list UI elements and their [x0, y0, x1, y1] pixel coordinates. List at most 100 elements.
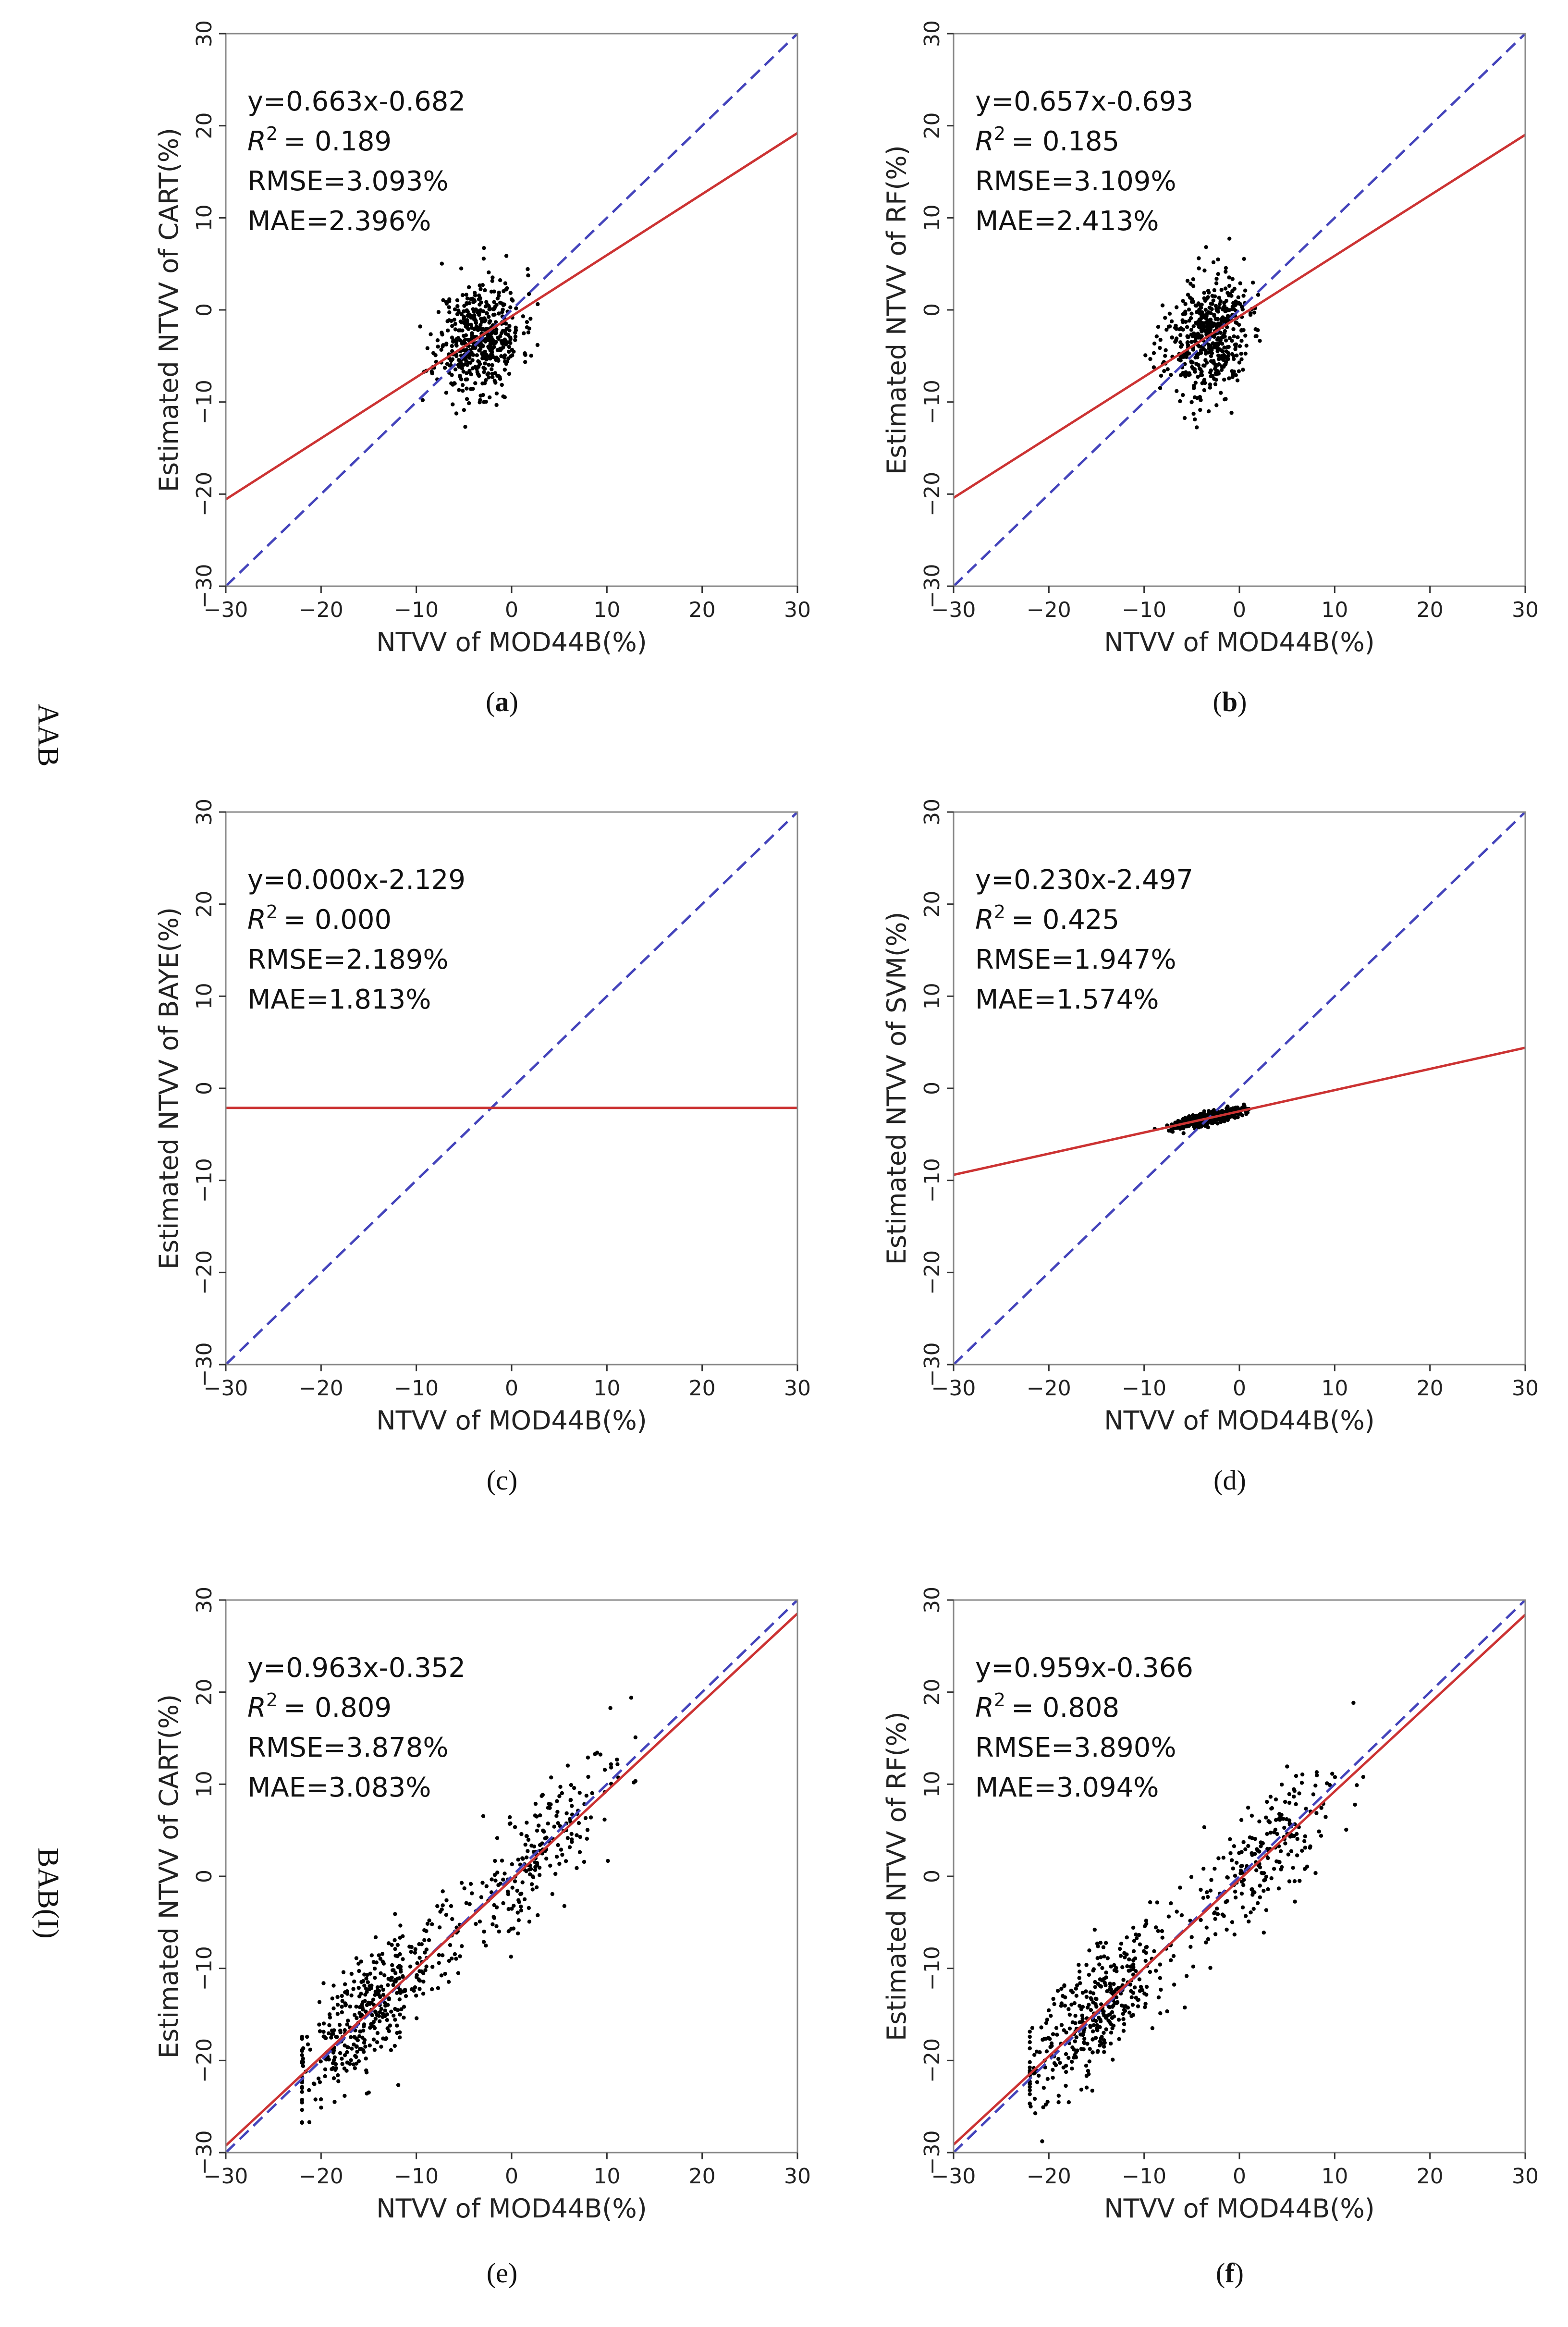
scatter-point [510, 1907, 514, 1911]
panel-caption-c: (c) [487, 1465, 517, 1496]
scatter-point [504, 287, 508, 292]
scatter-point [1105, 1989, 1109, 1994]
scatter-point [1144, 1921, 1149, 1926]
scatter-point [1193, 381, 1198, 385]
scatter-point [1285, 1764, 1289, 1769]
scatter-point [343, 2028, 347, 2032]
scatter-point [455, 312, 460, 317]
scatter-point [1298, 1879, 1302, 1883]
scatter-point [1078, 2032, 1083, 2037]
scatter-point [1272, 1830, 1276, 1835]
scatter-point [1087, 2059, 1091, 2064]
scatter-point [508, 335, 513, 340]
scatter-point [1089, 2008, 1093, 2012]
scatter-point [393, 2018, 397, 2022]
scatter-point [1211, 260, 1216, 265]
scatter-point [1216, 321, 1220, 326]
scatter-point [350, 2046, 354, 2051]
scatter-point [488, 395, 492, 400]
scatter-point [1051, 1996, 1055, 2001]
scatter-point [1103, 1983, 1108, 1987]
scatter-point [1251, 1890, 1255, 1894]
scatter-point [1138, 1989, 1142, 1993]
x-tick-label: −10 [1122, 598, 1166, 622]
r-squared-d: R2 = 0.425 [975, 901, 1119, 936]
scatter-point [1054, 2026, 1059, 2030]
scatter-point [1208, 1888, 1213, 1893]
scatter-point [436, 1986, 441, 1990]
scatter-point [1269, 1806, 1274, 1811]
scatter-point [444, 391, 449, 395]
scatter-point [1206, 289, 1211, 293]
scatter-point [1231, 354, 1236, 358]
scatter-point [1131, 1991, 1136, 1995]
scatter-point [327, 2012, 332, 2017]
scatter-point [1137, 1977, 1142, 1982]
scatter-point [546, 1806, 551, 1810]
scatter-point [365, 2003, 369, 2007]
identity-line-b [954, 34, 1525, 586]
scatter-point [1196, 332, 1200, 337]
scatter-point [1096, 2049, 1100, 2053]
scatter-point [385, 2018, 389, 2022]
scatter-point [1055, 1989, 1060, 1993]
scatter-point [1125, 1964, 1129, 1969]
scatter-point [489, 335, 494, 340]
scatter-point [1127, 1957, 1131, 1962]
scatter-point [1180, 318, 1185, 322]
scatter-point [1028, 2092, 1032, 2096]
scatter-point [543, 1836, 548, 1841]
y-tick-label: −30 [192, 1342, 217, 1387]
scatter-point [1197, 319, 1201, 323]
scatter-point [492, 345, 496, 349]
scatter-point [525, 1834, 529, 1838]
scatter-point [602, 1817, 607, 1822]
scatter-point [1132, 1985, 1137, 1990]
scatter-point [1152, 341, 1157, 346]
scatter-point [1214, 325, 1219, 329]
scatter-point [372, 1966, 377, 1971]
scatter-point [476, 328, 480, 332]
scatter-point [550, 1892, 555, 1896]
scatter-point [1067, 2026, 1072, 2031]
scatter-point [525, 320, 529, 324]
scatter-point [1131, 1949, 1136, 1954]
scatter-point [483, 288, 487, 293]
scatter-point [1212, 1911, 1216, 1916]
scatter-point [452, 381, 456, 385]
scatter-point [467, 370, 472, 374]
scatter-point [364, 2009, 368, 2014]
scatter-point [501, 394, 505, 399]
scatter-point [395, 1943, 400, 1947]
scatter-point [1240, 1905, 1245, 1909]
x-tick-label: 20 [1417, 598, 1444, 622]
scatter-point [1221, 1856, 1225, 1860]
scatter-point [1079, 2007, 1084, 2011]
scatter-point [478, 323, 483, 327]
scatter-point [1344, 1827, 1348, 1832]
scatter-point [1204, 1925, 1209, 1930]
scatter-point [1222, 345, 1226, 350]
scatter-point [456, 308, 461, 313]
x-tick-label: −20 [299, 1376, 343, 1401]
scatter-point [408, 1964, 413, 1969]
scatter-point [501, 303, 506, 308]
scatter-point [504, 254, 509, 258]
scatter-point [490, 1922, 495, 1927]
scatter-point [414, 1994, 418, 1998]
x-tick-label: 20 [689, 1376, 716, 1401]
scatter-point [1062, 2028, 1066, 2032]
scatter-point [1078, 2020, 1082, 2024]
x-tick-label: −30 [931, 598, 976, 622]
scatter-point [1104, 1941, 1108, 1945]
x-tick-label: 0 [1233, 1376, 1246, 1401]
y-tick-label: 10 [192, 204, 217, 231]
scatter-point [1063, 2004, 1067, 2008]
scatter-point [487, 375, 491, 380]
scatter-point [1287, 1792, 1292, 1797]
scatter-point [498, 278, 502, 283]
scatter-point [1169, 1901, 1173, 1906]
scatter-point [473, 293, 478, 298]
scatter-point [1299, 1781, 1304, 1785]
scatter-point [481, 309, 486, 314]
